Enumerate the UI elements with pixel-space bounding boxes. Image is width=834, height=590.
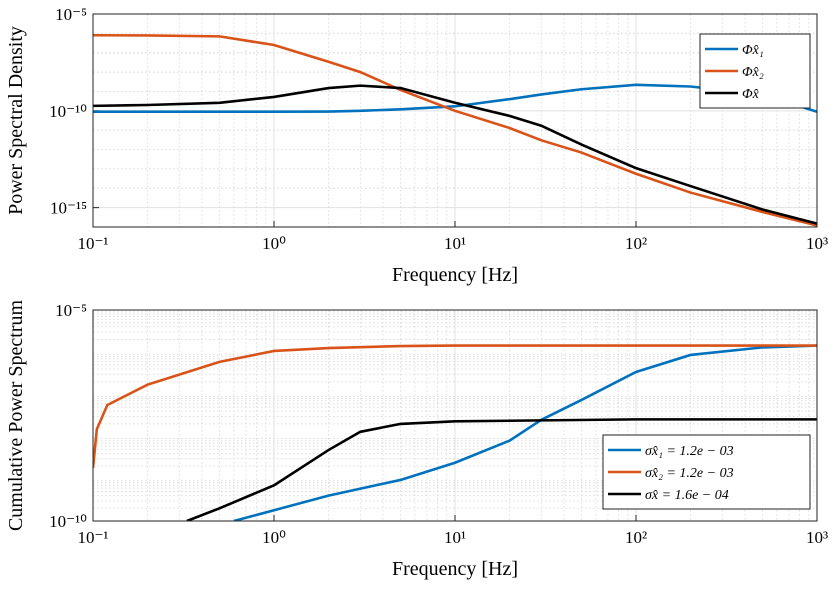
x-tick-label: 10⁻¹ — [77, 234, 108, 253]
x-tick-label: 10³ — [806, 234, 828, 253]
series-line — [233, 344, 817, 521]
y-tick-label: 10⁻¹⁰ — [49, 102, 87, 121]
x-tick-label: 10² — [625, 528, 647, 547]
series-line — [93, 33, 817, 227]
legend-label: Φx̂₁ — [742, 43, 764, 58]
axes: 10⁻¹ 10⁰ 10¹ 10² 10³ 10⁻¹⁰ 10⁻⁵ Frequency [Hz] C… — [5, 300, 828, 580]
x-axis-label: Frequency [Hz] — [392, 264, 518, 286]
x-tick-label: 10⁻¹ — [77, 528, 108, 547]
x-tick-label: 10¹ — [444, 528, 466, 547]
legend-label: Φx̂₂ — [742, 65, 764, 80]
series-line — [93, 344, 817, 469]
legend: Φx̂₁ Φx̂₂ Φx̂ — [699, 33, 811, 109]
legend: σx̂₁ = 1.2e − 03 σx̂₂ = 1.2e − 03 σx̂ = 1.… — [602, 434, 811, 510]
legend-label: σx̂ = 1.6e − 04 — [645, 488, 729, 503]
x-tick-label: 10² — [625, 234, 647, 253]
x-tick-label: 10³ — [806, 528, 828, 547]
y-tick-label: 10⁻¹⁵ — [50, 199, 87, 218]
legend-label: Φx̂ — [742, 87, 760, 102]
series-line — [93, 83, 817, 114]
legend-label: σx̂₂ = 1.2e − 03 — [645, 466, 734, 481]
x-tick-label: 10⁰ — [262, 234, 286, 253]
y-tick-label: 10⁻¹⁰ — [49, 512, 87, 531]
y-tick-label: 10⁻⁵ — [55, 5, 87, 24]
x-tick-label: 10¹ — [444, 234, 466, 253]
y-axis-label: Power Spectral Density — [5, 26, 27, 215]
axes-box — [92, 13, 818, 228]
axes-box — [92, 309, 818, 522]
x-axis-label: Frequency [Hz] — [392, 558, 518, 580]
series-line — [186, 418, 817, 521]
axes: 10⁻¹ 10⁰ 10¹ 10² 10³ 10⁻¹⁵ 10⁻¹⁰ 10⁻⁵ Frequency … — [5, 5, 828, 286]
y-axis-label: Cumulative Power Spectrum — [5, 300, 27, 532]
series-line — [93, 84, 817, 225]
legend-label: σx̂₁ = 1.2e − 03 — [645, 444, 734, 459]
legend-box — [699, 33, 811, 109]
y-tick-label: 10⁻⁵ — [55, 301, 87, 320]
x-tick-label: 10⁰ — [262, 528, 286, 547]
